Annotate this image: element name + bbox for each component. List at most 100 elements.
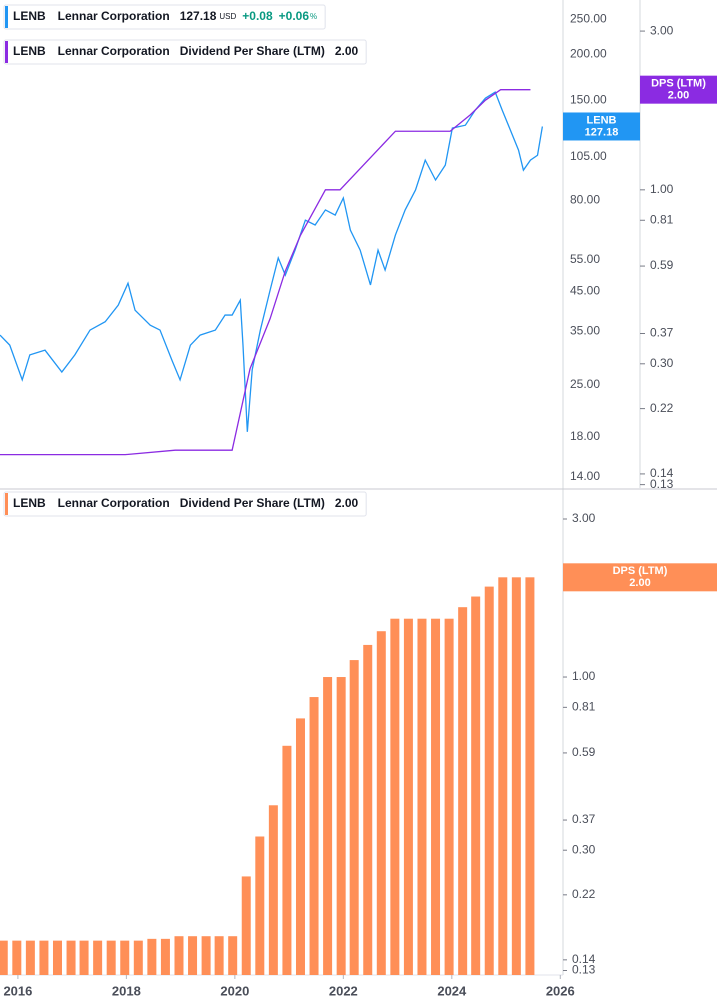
bar [525,577,535,975]
badge-label: DPS (LTM) [613,565,668,577]
bar [120,940,130,975]
y-tick-label: 3.00 [650,23,674,37]
legend-ticker: LENB [13,44,46,58]
legend: LENB Lennar Corporation 127.18 USD +0.08 +0.0… [3,4,326,30]
bar [12,940,22,975]
y-tick-label: 0.13 [650,477,674,491]
bar [498,577,508,975]
bar [309,697,319,975]
y-tick-label: 0.22 [650,401,674,415]
bar [363,644,373,975]
legend-box [3,39,367,65]
bar [484,586,494,975]
bar [79,940,89,975]
legend-currency: USD [219,12,236,21]
legend-swatch [5,6,8,28]
x-tick-label: 2022 [329,983,358,998]
badge-value: 127.18 [585,126,619,138]
bar [174,936,184,975]
price-badge [563,112,640,141]
bar [282,745,292,975]
bar [160,938,170,975]
bar [106,940,116,975]
legend: LENB Lennar Corporation Dividend Per Share… [3,491,367,517]
legend-company: Lennar Corporation [58,9,170,23]
legend-box [3,491,367,517]
legend-swatch [5,41,8,63]
bar [349,660,359,975]
badge-label: DPS (LTM) [651,78,706,90]
legend-series-name: Dividend Per Share (LTM) [180,496,325,510]
y-tick-label: 55.00 [570,252,600,266]
legend-change: +0.08 [242,9,273,23]
legend-percent-sign: % [310,12,317,21]
bar [471,596,481,975]
legend-box [3,4,326,30]
badge-value: 2.00 [668,90,689,102]
bar [376,631,386,975]
legend: LENB Lennar Corporation Dividend Per Share… [3,39,367,65]
x-tick-label: 2024 [437,983,467,998]
bar [25,940,35,975]
y-tick-label: 1.00 [650,182,674,196]
y-tick-label: 0.22 [572,887,596,901]
line-series [0,91,544,432]
y-tick-label: 0.81 [572,700,596,714]
y-tick-label: 0.14 [572,952,596,966]
y-tick-label: 0.30 [572,842,596,856]
bar [133,940,143,975]
legend-value: 2.00 [335,44,359,58]
bar [66,940,76,975]
y-tick-label: 1.00 [572,669,596,683]
x-tick-label: 2018 [112,983,141,998]
bar [0,940,8,975]
bar [39,940,49,975]
bar [390,618,400,975]
y-tick-label: 25.00 [570,377,600,391]
y-tick-label: 80.00 [570,192,600,206]
y-tick-label: 200.00 [570,47,607,61]
legend-swatch [5,493,8,515]
x-tick-label: 2026 [546,983,575,998]
price-badge [640,75,717,104]
legend-price: 127.18 [180,9,217,23]
bar [295,718,305,975]
y-tick-label: 0.59 [650,258,674,272]
y-tick-label: 45.00 [570,284,600,298]
y-tick-label: 150.00 [570,92,607,106]
price-badge [563,563,717,592]
y-tick-label: 0.37 [650,326,674,340]
bar [431,618,441,975]
y-tick-label: 0.81 [650,212,674,226]
bar [458,607,468,975]
bar [241,876,251,975]
y-tick-label: 18.00 [570,429,600,443]
bar [255,836,265,975]
x-tick-label: 2016 [3,983,32,998]
y-tick-label: 0.30 [650,356,674,370]
bar [147,938,157,975]
bar [201,936,211,975]
y-tick-label: 0.14 [650,466,674,480]
y-tick-label: 3.00 [572,511,596,525]
y-tick-label: 14.00 [570,469,600,483]
legend-company: Lennar Corporation [58,496,170,510]
bar [268,805,278,975]
bar [444,618,454,975]
badge-label: LENB [587,114,617,126]
bar [323,677,333,975]
bar [511,577,521,975]
legend-company: Lennar Corporation [58,44,170,58]
y-tick-label: 0.59 [572,745,596,759]
bar [336,677,346,975]
y-tick-label: 250.00 [570,11,607,25]
legend-change-percent: +0.06 [279,9,310,23]
x-tick-label: 2020 [220,983,249,998]
legend-ticker: LENB [13,9,46,23]
bar [93,940,103,975]
y-tick-label: 105.00 [570,149,607,163]
bar [228,936,238,975]
bar [403,618,413,975]
bar [52,940,62,975]
